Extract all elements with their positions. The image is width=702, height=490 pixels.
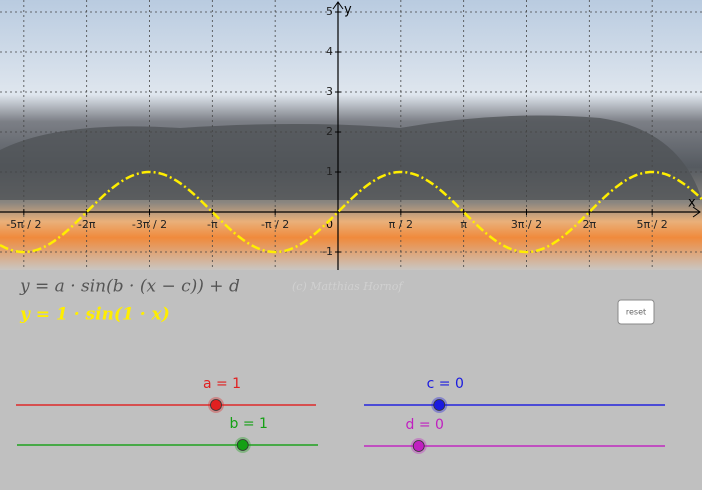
x-tick-label: -π <box>207 218 218 231</box>
y-tick-label: 3 <box>326 85 333 98</box>
x-tick-label: π <box>460 218 467 231</box>
x-arrow <box>692 206 701 218</box>
landscape <box>0 115 702 200</box>
slider-label: c = 0 <box>427 376 464 392</box>
slider-knob-core[interactable] <box>236 439 249 451</box>
x-axis-label: x <box>688 196 696 211</box>
x-tick-label: 5π / 2 <box>636 218 667 231</box>
slider-label: d = 0 <box>406 417 444 433</box>
x-tick-label: -2π <box>78 218 96 231</box>
x-tick-label: π / 2 <box>389 218 413 231</box>
x-tick-label: 2π <box>583 218 597 231</box>
graph: -5π / 2 -2π -3π / 2 -π -π / 2 π / 2 π 3π / 2 2π 5… <box>0 0 702 270</box>
formula-general: y = a · sin(b · (x − c)) + d <box>19 277 240 297</box>
origin-label: 0 <box>326 218 333 231</box>
watermark: (c) Matthias Hornof <box>292 280 404 293</box>
sine-curve <box>0 170 702 254</box>
slider-knob-core[interactable] <box>412 440 425 452</box>
x-tick-label: -π / 2 <box>261 218 289 231</box>
sliders: a = 1 b = 1 c = 0 d = 0 <box>16 376 665 454</box>
formula-current: y = 1 · sin(1 · x) <box>19 305 170 325</box>
x-tick-label: 3π / 2 <box>511 218 542 231</box>
slider-label: b = 1 <box>230 416 268 432</box>
slider-knob-core[interactable] <box>210 399 222 411</box>
x-tick-label: -5π / 2 <box>6 218 41 231</box>
y-tick-label: 4 <box>326 45 333 58</box>
reset-button[interactable] <box>617 299 655 325</box>
y-tick-label: -1 <box>322 245 333 258</box>
slider-knob-core[interactable] <box>433 399 446 411</box>
slider-label: a = 1 <box>203 376 241 392</box>
y-tick-label: 2 <box>326 125 333 138</box>
reset-label[interactable]: reset <box>626 308 646 317</box>
y-arrow <box>332 1 344 10</box>
y-tick-label: 1 <box>326 165 333 178</box>
x-tick-label: -3π / 2 <box>132 218 167 231</box>
y-axis-label: y <box>344 3 352 18</box>
y-tick-label: 5 <box>326 5 333 18</box>
